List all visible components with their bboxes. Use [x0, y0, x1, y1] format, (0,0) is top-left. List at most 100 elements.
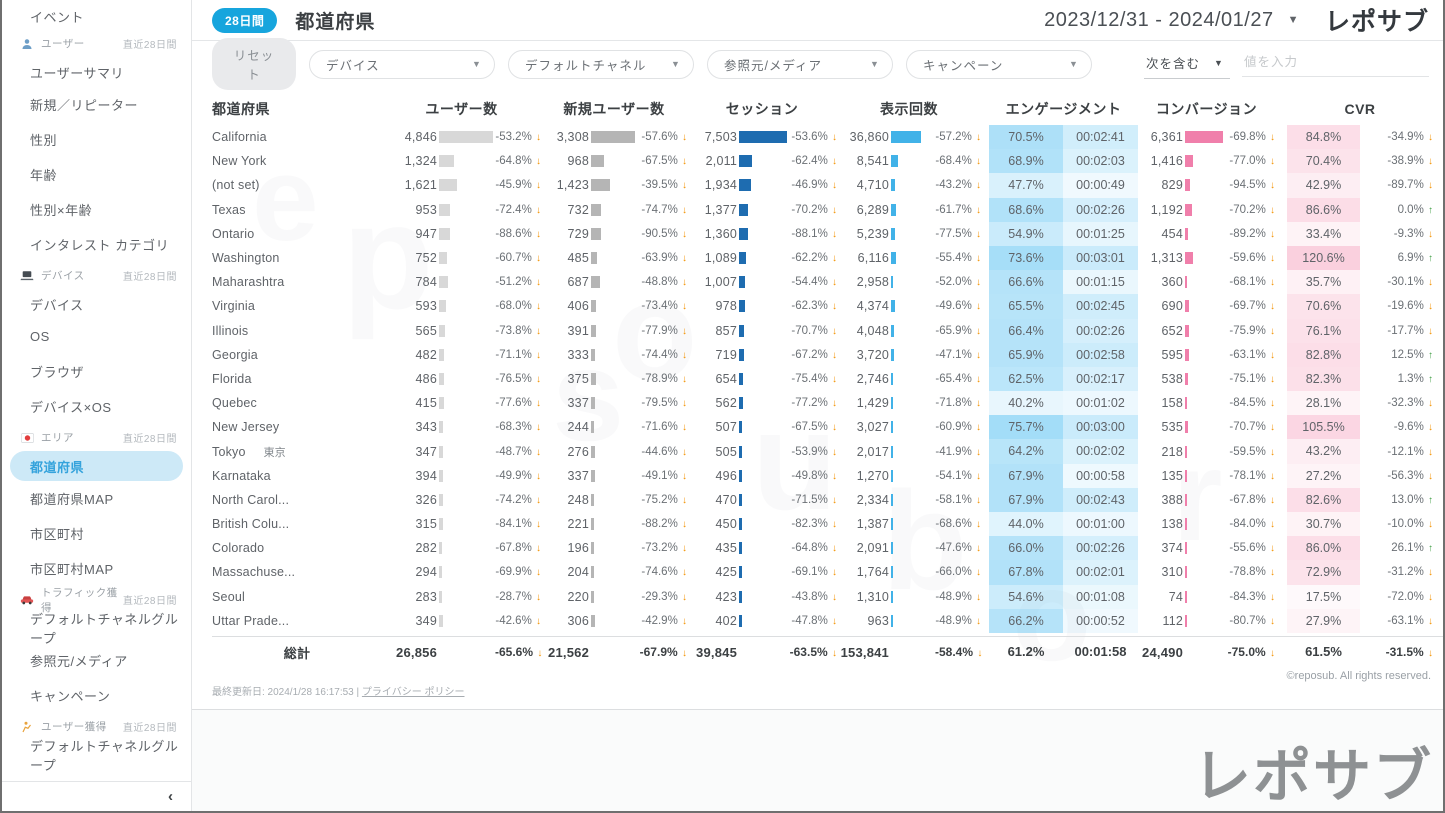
sidebar-item-イベント[interactable]: イベント	[2, 2, 191, 30]
chevron-down-icon: ▼	[1287, 14, 1299, 26]
metric-value: 375	[567, 371, 589, 386]
engagement-rate-cell: 70.5%	[989, 125, 1063, 150]
metric-value: 2,958	[856, 275, 889, 290]
metric-bar	[737, 348, 787, 361]
metric-value: 391	[567, 323, 589, 338]
metric-bar	[889, 372, 935, 385]
sidebar-item-デフォルトチャネルグループ[interactable]: デフォルトチャネルグループ	[2, 612, 191, 646]
metric-value: 374	[1161, 541, 1183, 556]
reset-button[interactable]: リセット	[212, 38, 296, 90]
metric-bar	[737, 518, 787, 531]
row-label-cell: Karnataka	[212, 469, 382, 483]
metric-value: 425	[715, 565, 737, 580]
column-header-6[interactable]: コンバージョン	[1155, 101, 1258, 117]
sidebar-item-新規／リピーター[interactable]: 新規／リピーター	[2, 87, 191, 122]
sidebar-item-性別[interactable]: 性別	[2, 122, 191, 157]
sidebar-item-インタレスト カテゴリ[interactable]: インタレスト カテゴリ	[2, 227, 191, 262]
change-value: -32.3% ↓	[1387, 397, 1433, 410]
engagement-time-cell: 00:03:01	[1063, 245, 1138, 271]
section-period-label: 直近28日間	[122, 272, 177, 283]
column-header-1[interactable]: ユーザー数	[425, 101, 498, 117]
trend-down-icon: ↓	[1428, 132, 1433, 144]
trend-down-icon: ↓	[536, 470, 541, 482]
filter-dropdown-参照元/メディア[interactable]: 参照元/メディア ▼	[706, 49, 893, 79]
sidebar-collapse-icon[interactable]: ‹	[168, 788, 173, 805]
filter-value-input[interactable]	[1241, 51, 1429, 77]
metric-bar	[889, 252, 935, 265]
row-label: New York	[212, 154, 267, 169]
column-header-5[interactable]: エンゲージメント	[1005, 101, 1122, 117]
metric-value: 507	[715, 420, 737, 435]
table-row: Uttar Prade... 349 -42.6% ↓ 306 -42.9% ↓ 402 -…	[212, 608, 1443, 633]
sidebar-item-参照元/メディア[interactable]: 参照元/メディア	[2, 643, 191, 678]
row-label: (not set)	[212, 178, 260, 193]
metric-bar	[589, 155, 635, 168]
sidebar-footer: ‹	[2, 781, 191, 811]
condition-select[interactable]: 次を含む ▼	[1143, 49, 1230, 79]
table-row: Illinois 565 -73.8% ↓ 391 -77.9% ↓ 857 -70.7% …	[212, 318, 1443, 343]
metric-value: 4,048	[856, 323, 889, 338]
change-value: -68.0% ↓	[495, 300, 541, 313]
engagement-time-cell: 00:00:52	[1063, 608, 1138, 633]
sidebar-item-ブラウザ[interactable]: ブラウザ	[2, 354, 191, 389]
change-value: -88.2% ↓	[641, 518, 687, 531]
sidebar-item-label: 参照元/メディア	[30, 654, 128, 669]
change-value: -89.2% ↓	[1229, 227, 1275, 240]
privacy-policy-link[interactable]: プライバシー ポリシー	[361, 686, 465, 698]
metric-bar	[437, 252, 495, 265]
change-value: -67.5% ↓	[791, 421, 837, 434]
metric-value: 4,374	[856, 299, 889, 314]
change-value: -42.9% ↓	[641, 614, 687, 627]
trend-down-icon: ↓	[1270, 228, 1275, 240]
engagement-time-cell: 00:01:15	[1063, 270, 1138, 295]
metric-value: 6,361	[1150, 130, 1183, 145]
column-header-4[interactable]: 表示回数	[880, 101, 938, 117]
column-header-2[interactable]: 新規ユーザー数	[563, 101, 665, 117]
sidebar-item-性別×年齢[interactable]: 性別×年齢	[2, 192, 191, 227]
chevron-down-icon: ▼	[671, 59, 681, 69]
cvr-cell: 72.9%	[1287, 560, 1360, 585]
chevron-down-icon: ▼	[472, 59, 482, 69]
change-value: -75.4% ↓	[791, 372, 837, 385]
page-title: 都道府県	[295, 11, 376, 33]
filter-dropdown-キャンペーン[interactable]: キャンペーン ▼	[905, 49, 1092, 79]
trend-down-icon: ↓	[1270, 277, 1275, 289]
column-header-7[interactable]: CVR	[1344, 101, 1376, 117]
filter-dropdown-デバイス[interactable]: デバイス ▼	[308, 49, 495, 79]
sidebar-item-デバイス[interactable]: デバイス	[2, 289, 191, 319]
sidebar-item-市区町村MAP[interactable]: 市区町村MAP	[2, 551, 191, 586]
card-footer: 最終更新日: 2024/1/28 16:17:53 | プライバシー ポリシー …	[192, 668, 1443, 708]
sidebar-item-デフォルトチャネルグループ[interactable]: デフォルトチャネルグループ	[2, 739, 191, 773]
column-header-3[interactable]: セッション	[725, 101, 799, 117]
dropdown-label: キャンペーン	[922, 58, 1004, 73]
trend-down-icon: ↓	[536, 253, 541, 265]
metric-bar	[737, 252, 787, 265]
trend-down-icon: ↓	[536, 494, 541, 506]
trend-down-icon: ↓	[976, 277, 981, 289]
sidebar-item-都道府県[interactable]: 都道府県	[10, 451, 183, 481]
table-row: Washington 752 -60.7% ↓ 485 -63.9% ↓ 1,089 -62…	[212, 245, 1443, 271]
change-value: -56.3% ↓	[1387, 469, 1433, 482]
sidebar-item-デバイス×OS[interactable]: デバイス×OS	[2, 389, 191, 424]
date-range-picker[interactable]: 2023/12/31 - 2024/01/27 ▼	[1044, 9, 1299, 32]
row-label: Washington	[212, 251, 280, 266]
sidebar-item-年齢[interactable]: 年齢	[2, 157, 191, 192]
metric-bar	[737, 445, 787, 458]
metric-value: 1,313	[1150, 251, 1183, 266]
metric-bar	[437, 590, 495, 603]
sidebar-item-OS[interactable]: OS	[2, 319, 191, 354]
sidebar-item-ユーザーサマリ[interactable]: ユーザーサマリ	[2, 57, 191, 87]
sidebar-item-市区町村[interactable]: 市区町村	[2, 516, 191, 551]
column-header-0[interactable]: 都道府県	[212, 101, 270, 117]
trend-down-icon: ↓	[832, 567, 837, 579]
sidebar-item-都道府県MAP[interactable]: 都道府県MAP	[2, 481, 191, 516]
trend-down-icon: ↓	[536, 543, 541, 555]
change-value: 12.5% ↑	[1391, 348, 1433, 361]
sidebar-item-キャンペーン[interactable]: キャンペーン	[2, 678, 191, 713]
filter-dropdown-デフォルトチャネル[interactable]: デフォルトチャネル ▼	[507, 49, 694, 79]
metric-value: 138	[1161, 517, 1183, 532]
dropdown-label: デバイス	[325, 58, 380, 73]
sidebar-item-label: 年齢	[30, 168, 58, 183]
row-label: Virginia	[212, 299, 256, 314]
metric-bar	[889, 445, 935, 458]
